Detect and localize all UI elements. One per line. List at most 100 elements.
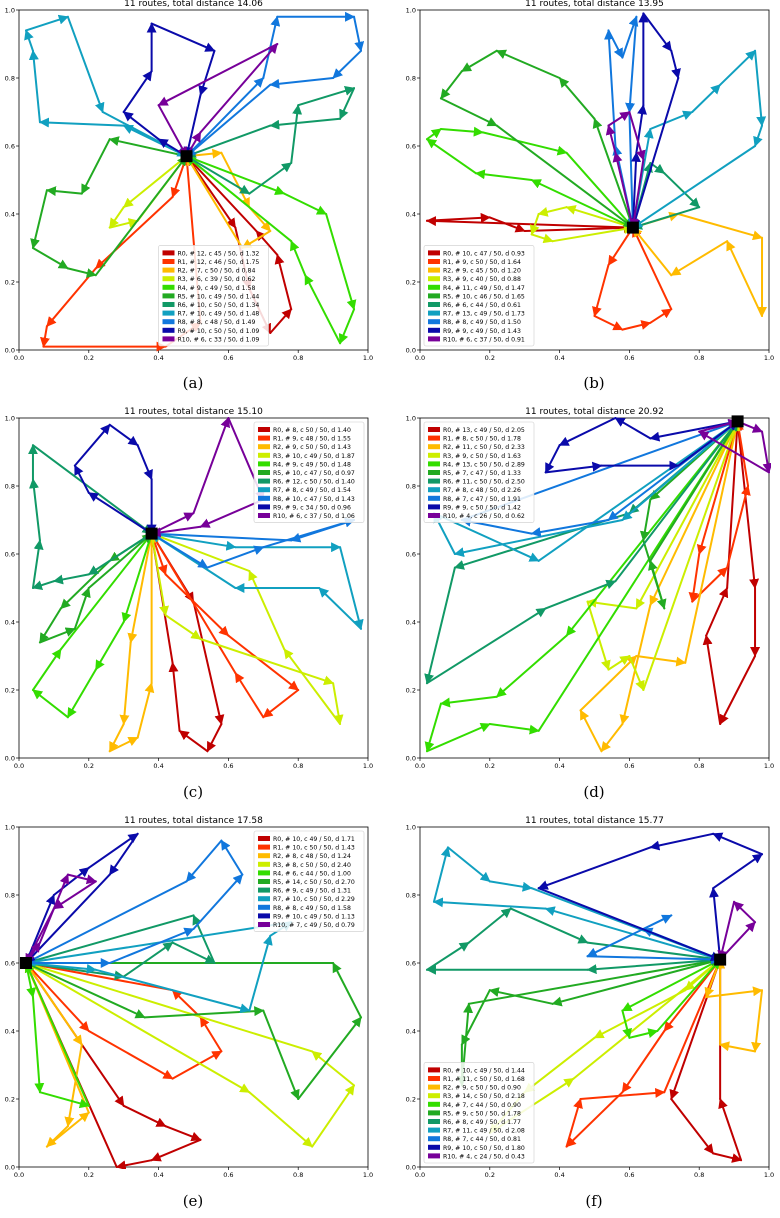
- legend: R0, # 10, c 47 / 50, d 0.93 R1, # 9, c 50…: [423, 245, 535, 347]
- route-R0-segment: [178, 729, 209, 753]
- x-tick-label: 0.8: [694, 1171, 704, 1179]
- route-R9-segment: [150, 22, 216, 52]
- legend-entry: R2, # 11, c 50 / 50, d 2.33: [443, 444, 525, 451]
- route-R0-segment: [488, 216, 526, 233]
- legend-swatch: [428, 452, 440, 458]
- route-R3-segment: [628, 655, 645, 691]
- route-R2-segment: [677, 213, 764, 241]
- legend-swatch: [428, 478, 440, 484]
- panel-caption: (f): [585, 1192, 602, 1210]
- legend-entry: R10, # 4, c 26 / 50, d 0.62: [443, 513, 525, 520]
- route-R6-segment: [24, 914, 195, 966]
- route-R5-segment: [80, 138, 111, 195]
- legend-entry: R5, # 10, c 47 / 50, d 0.97: [273, 470, 355, 477]
- route-R5-segment: [592, 117, 634, 229]
- route-R7-segment: [754, 49, 767, 127]
- y-tick-label: 0.0: [406, 1163, 416, 1171]
- route-R10-segment: [199, 43, 279, 134]
- route-R4-segment: [495, 634, 568, 698]
- route-R3-segment: [311, 1084, 356, 1148]
- route-R1-segment: [262, 689, 300, 719]
- routes: [27, 417, 364, 753]
- route-R0-segment: [192, 600, 225, 725]
- route-R3-segment: [586, 600, 611, 671]
- legend-swatch: [428, 1067, 440, 1073]
- route-R4-segment: [628, 1028, 659, 1039]
- route-R7-segment: [649, 110, 694, 130]
- legend-entry: R3, # 10, c 49 / 50, d 1.87: [273, 453, 355, 460]
- route-R8-segment: [185, 83, 272, 158]
- y-tick-label: 0.2: [406, 1095, 416, 1103]
- y-tick-label: 0.4: [406, 618, 416, 626]
- route-R9-segment: [642, 12, 673, 52]
- legend-swatch: [258, 887, 270, 893]
- route-R2-segment: [136, 682, 155, 739]
- route-R6-segment: [425, 607, 547, 685]
- route-R9-segment: [558, 417, 617, 447]
- x-tick-label: 0.4: [153, 354, 163, 362]
- legend-box: [253, 421, 365, 523]
- route-R4-segment: [185, 155, 293, 243]
- route-R2-segment: [45, 1111, 90, 1148]
- depot-marker: [19, 957, 32, 969]
- route-R0-segment: [122, 1104, 167, 1128]
- route-R7-segment: [248, 934, 273, 1012]
- route-R3-segment: [529, 213, 540, 236]
- legend-swatch: [428, 504, 440, 510]
- route-R10-segment: [150, 525, 202, 538]
- depot-marker: [714, 953, 727, 966]
- legend-swatch: [428, 435, 440, 441]
- route-R5-segment: [460, 49, 498, 73]
- y-tick-label: 0.0: [406, 346, 416, 354]
- legend-swatch: [428, 461, 440, 467]
- legend-swatch: [428, 319, 440, 325]
- y-tick-label: 0.8: [406, 482, 416, 490]
- route-R9-segment: [630, 77, 680, 229]
- route-R6-segment: [586, 958, 722, 975]
- route-R2-segment: [631, 226, 673, 277]
- route-R8-segment: [625, 15, 638, 113]
- route-R10-segment: [607, 111, 631, 127]
- legend-entry: R7, # 10, c 50 / 50, d 2.29: [273, 896, 355, 903]
- route-R6-segment: [339, 87, 356, 120]
- x-tick-label: 0.6: [624, 1171, 634, 1179]
- route-R6-segment: [171, 941, 216, 964]
- route-R8-segment: [220, 839, 244, 876]
- legend-entry: R6, # 6, c 44 / 50, d 0.61: [443, 302, 521, 309]
- route-R4-segment: [621, 958, 722, 1012]
- y-tick-label: 0.8: [5, 482, 15, 490]
- legend-entry: R9, # 9, c 49 / 50, d 1.43: [443, 328, 521, 335]
- route-R4-segment: [530, 179, 634, 229]
- route-R3-segment: [565, 205, 634, 229]
- depot-marker: [145, 527, 158, 540]
- route-R3-segment: [586, 597, 638, 610]
- route-R6-segment: [467, 907, 512, 944]
- legend-swatch: [258, 495, 270, 501]
- legend-swatch: [258, 844, 270, 850]
- route-R6-segment: [544, 579, 617, 610]
- panel-caption: (a): [183, 374, 204, 392]
- route-R7-segment: [150, 532, 237, 551]
- route-R3: [529, 205, 634, 244]
- route-R9-segment: [635, 104, 648, 154]
- y-tick-label: 0.2: [5, 686, 15, 694]
- legend-entry: R6, # 8, c 49 / 50, d 1.77: [443, 1119, 521, 1126]
- route-R1-segment: [631, 226, 673, 311]
- legend-entry: R4, # 9, c 49 / 50, d 1.48: [273, 461, 351, 468]
- route-R5-segment: [495, 124, 634, 229]
- route-R7-segment: [446, 846, 491, 883]
- route-R0-segment: [718, 1098, 743, 1162]
- y-tick-label: 0.6: [406, 550, 416, 558]
- route-R9-segment: [712, 832, 764, 856]
- y-tick-label: 0.6: [406, 142, 416, 150]
- route-R1-segment: [94, 196, 174, 270]
- legend-swatch: [428, 1153, 440, 1159]
- y-tick-label: 0.2: [5, 1095, 15, 1103]
- legend-entry: R0, # 10, c 49 / 50, d 1.44: [443, 1067, 525, 1074]
- legend: R0, # 13, c 49 / 50, d 2.05 R1, # 8, c 50…: [423, 421, 535, 523]
- route-R0-segment: [702, 634, 722, 725]
- legend-swatch: [428, 1136, 440, 1142]
- legend-entry: R9, # 10, c 49 / 50, d 1.13: [273, 913, 355, 920]
- route-R3-segment: [24, 960, 314, 1053]
